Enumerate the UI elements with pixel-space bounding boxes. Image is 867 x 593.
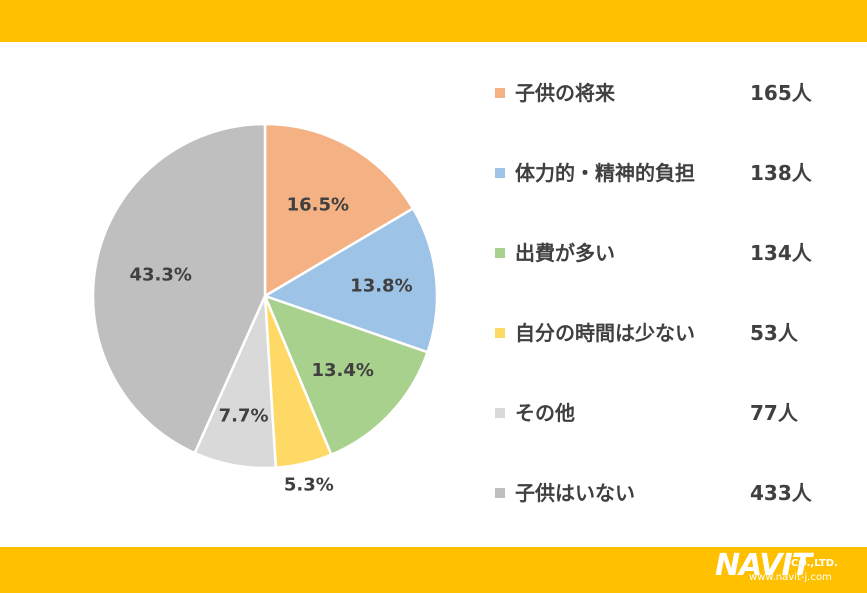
logo-suffix: CO.,LTD.	[791, 558, 838, 569]
bottom-band	[0, 547, 867, 593]
legend-label: 子供の将来	[515, 81, 615, 105]
slice-percent-label: 7.7%	[219, 406, 269, 427]
legend-swatch	[495, 488, 505, 498]
company-logo: NAVIT CO.,LTD. www.navit-j.com	[715, 548, 860, 588]
pie-slice	[91, 122, 267, 455]
legend-item: 子供はいない 433人	[495, 478, 835, 508]
legend-label: その他	[515, 401, 575, 425]
legend-count: 138人	[750, 161, 812, 185]
legend-count: 134人	[750, 241, 812, 265]
slice-percent-label: 5.3%	[284, 475, 334, 496]
slice-percent-label: 16.5%	[287, 194, 349, 215]
pie-slice	[263, 122, 415, 298]
legend-label: 子供はいない	[515, 481, 635, 505]
pie-slices	[91, 122, 439, 470]
legend-swatch	[495, 328, 505, 338]
logo-name: NAVIT	[715, 548, 812, 583]
top-band	[0, 0, 867, 42]
legend-swatch	[495, 408, 505, 418]
legend-count: 53人	[750, 321, 798, 345]
legend-label: 自分の時間は少ない	[515, 321, 695, 345]
pie-slice	[263, 294, 429, 456]
pie-slice-labels: 16.5% 13.8% 13.4% 5.3% 7.7% 43.3%	[129, 194, 412, 495]
legend-count: 77人	[750, 401, 798, 425]
legend-item: その他 77人	[495, 398, 835, 428]
legend-label: 体力的・精神的負担	[515, 161, 695, 185]
legend-swatch	[495, 88, 505, 98]
legend-swatch	[495, 168, 505, 178]
legend-count: 433人	[750, 481, 812, 505]
slice-percent-label: 43.3%	[129, 265, 191, 286]
legend-item: 体力的・精神的負担 138人	[495, 158, 835, 188]
legend-item: 出費が多い 134人	[495, 238, 835, 268]
legend-item: 子供の将来 165人	[495, 78, 835, 108]
legend-label: 出費が多い	[515, 241, 615, 265]
slice-percent-label: 13.4%	[311, 360, 373, 381]
legend-count: 165人	[750, 81, 812, 105]
legend-item: 自分の時間は少ない 53人	[495, 318, 835, 348]
pie-slice	[263, 207, 439, 354]
slice-percent-label: 13.8%	[350, 275, 412, 296]
logo-url: www.navit-j.com	[749, 572, 832, 583]
legend-swatch	[495, 248, 505, 258]
